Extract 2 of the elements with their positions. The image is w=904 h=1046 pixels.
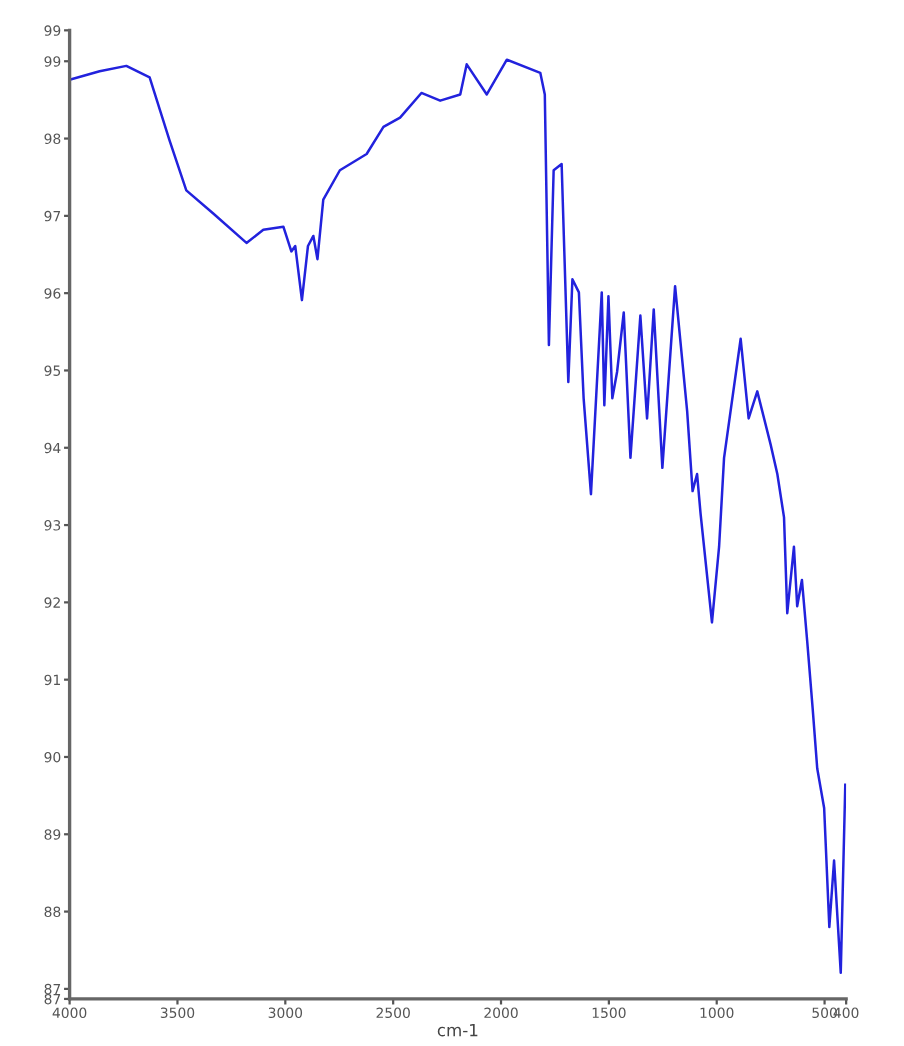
line-series [69, 58, 847, 974]
x-axis-title: cm-1 [437, 1024, 478, 1037]
